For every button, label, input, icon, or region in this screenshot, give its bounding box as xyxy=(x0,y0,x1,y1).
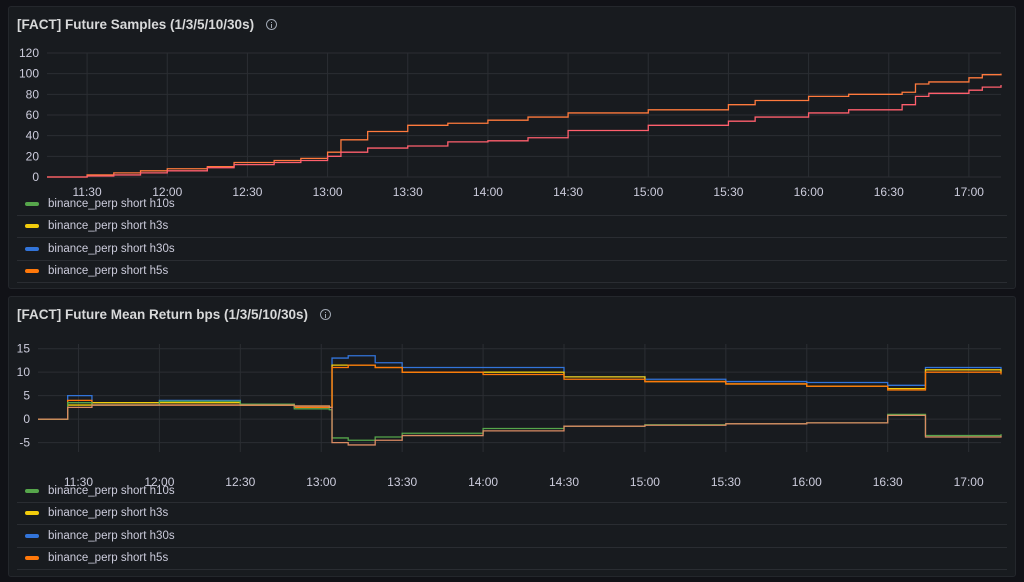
legend-swatch xyxy=(25,246,39,251)
legend-swatch xyxy=(25,556,39,561)
x-tick-label: 14:00 xyxy=(468,475,498,489)
legend-label: binance_perp short h30s xyxy=(48,242,175,255)
legend: binance_perp short h10s binance_perp shor… xyxy=(17,193,1007,283)
x-tick-label: 15:30 xyxy=(713,185,743,199)
panel-title-text: [FACT] Future Mean Return bps (1/3/5/10/… xyxy=(17,307,309,322)
legend-swatch xyxy=(25,511,39,516)
x-tick-label: 13:30 xyxy=(393,185,423,199)
series-line xyxy=(38,364,1002,420)
future-mean-return-chart: -5 0 5 10 15 11:30 12:00 12:30 13:00 13:30 14:00 14… xyxy=(17,342,1002,489)
future-mean-return-panel: -5 0 5 10 15 11:30 12:00 12:30 13:00 13:30 14:00 14… xyxy=(8,296,1016,577)
info-icon[interactable] xyxy=(266,19,278,30)
legend-swatch xyxy=(25,533,39,538)
panel-title: [FACT] Future Samples (1/3/5/10/30s) xyxy=(17,17,278,32)
panel-title-text: [FACT] Future Samples (1/3/5/10/30s) xyxy=(17,17,255,32)
y-tick-label: -5 xyxy=(19,436,30,450)
x-tick-label: 14:30 xyxy=(553,185,583,199)
y-tick-label: 20 xyxy=(26,149,40,163)
y-tick-label: 80 xyxy=(26,87,40,101)
legend-label: binance_perp short h3s xyxy=(48,220,169,233)
legend-item[interactable]: binance_perp short h5s xyxy=(17,261,1007,283)
x-tick-label: 11:30 xyxy=(73,185,102,199)
x-tick-label: 16:30 xyxy=(874,185,904,199)
legend: binance_perp short h10s binance_perp shor… xyxy=(17,480,1007,570)
info-icon[interactable] xyxy=(320,309,332,320)
legend-swatch xyxy=(25,488,39,493)
series-line xyxy=(47,73,1002,178)
legend-label: binance_perp short h10s xyxy=(48,197,175,210)
x-tick-label: 16:00 xyxy=(792,475,822,489)
legend-label: binance_perp short h5s xyxy=(48,265,169,278)
x-tick-label: 16:30 xyxy=(873,475,903,489)
x-tick-label: 15:00 xyxy=(633,185,663,199)
x-tick-label: 12:00 xyxy=(152,185,182,199)
legend-item[interactable]: binance_perp short h30s xyxy=(17,525,1007,548)
legend-label: binance_perp short h30s xyxy=(48,529,175,542)
x-tick-label: 13:00 xyxy=(306,475,336,489)
legend-swatch xyxy=(25,269,39,274)
y-tick-label: 10 xyxy=(17,365,31,379)
future-samples-panel: 0 20 40 60 80 100 120 11:30 12:00 12:30 13:00 13:30… xyxy=(8,6,1016,289)
x-tick-label: 13:00 xyxy=(313,185,343,199)
x-tick-label: 17:00 xyxy=(954,185,984,199)
panel-title: [FACT] Future Mean Return bps (1/3/5/10/… xyxy=(17,307,332,322)
y-tick-label: 100 xyxy=(19,67,39,81)
legend-swatch xyxy=(25,224,39,229)
y-tick-label: 40 xyxy=(26,129,40,143)
y-tick-label: 60 xyxy=(26,108,40,122)
x-tick-label: 11:30 xyxy=(64,475,93,489)
legend-item[interactable]: binance_perp short h3s xyxy=(17,503,1007,525)
x-tick-label: 12:30 xyxy=(225,475,255,489)
y-tick-label: 15 xyxy=(17,342,31,356)
legend-label: binance_perp short h3s xyxy=(48,507,169,520)
x-tick-label: 17:00 xyxy=(954,475,984,489)
legend-label: binance_perp short h5s xyxy=(48,552,169,565)
y-tick-label: 5 xyxy=(23,389,30,403)
series-line xyxy=(38,400,1002,441)
y-tick-label: 0 xyxy=(23,412,30,426)
x-tick-label: 14:00 xyxy=(473,185,503,199)
series-line xyxy=(38,355,1002,420)
x-tick-label: 16:00 xyxy=(794,185,824,199)
legend-item[interactable]: binance_perp short h10s xyxy=(17,193,1007,216)
x-tick-label: 14:30 xyxy=(549,475,579,489)
series-line xyxy=(38,364,1002,420)
legend-item[interactable]: binance_perp short h3s xyxy=(17,216,1007,238)
series-line xyxy=(47,85,1002,178)
x-tick-label: 12:00 xyxy=(144,475,174,489)
future-samples-chart: 0 20 40 60 80 100 120 11:30 12:00 12:30 13:00 13:30… xyxy=(19,46,1002,199)
x-tick-label: 13:30 xyxy=(387,475,417,489)
x-tick-label: 15:30 xyxy=(711,475,741,489)
legend-label: binance_perp short h10s xyxy=(48,484,175,497)
x-tick-label: 15:00 xyxy=(630,475,660,489)
legend-item[interactable]: binance_perp short h5s xyxy=(17,548,1007,570)
legend-item[interactable]: binance_perp short h10s xyxy=(17,480,1007,503)
y-tick-label: 0 xyxy=(32,170,39,184)
legend-item[interactable]: binance_perp short h30s xyxy=(17,238,1007,261)
legend-swatch xyxy=(25,201,39,206)
series-line xyxy=(38,404,1002,446)
x-tick-label: 12:30 xyxy=(232,185,262,199)
y-tick-label: 120 xyxy=(19,46,39,60)
